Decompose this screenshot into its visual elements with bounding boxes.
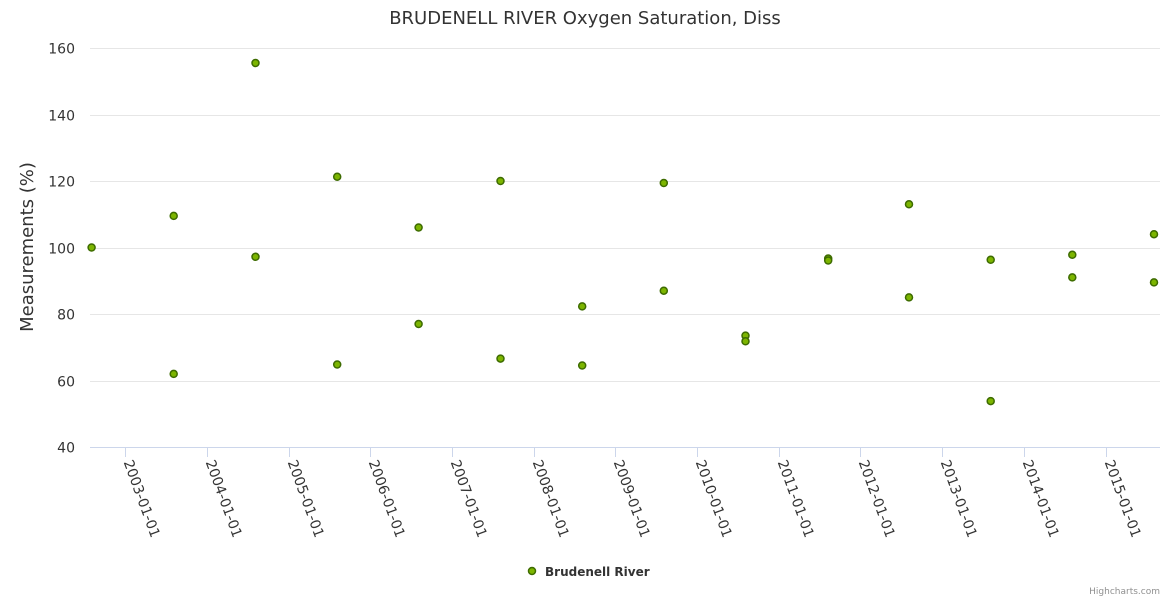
- data-point-0[interactable]: [87, 243, 96, 252]
- data-point-7[interactable]: [414, 223, 423, 232]
- data-point-23[interactable]: [1068, 250, 1077, 260]
- y-tick-label-40: 40: [57, 441, 75, 457]
- y-tick-label-160: 160: [48, 42, 75, 58]
- data-point-18[interactable]: [823, 256, 833, 265]
- data-point-19[interactable]: [904, 200, 914, 209]
- y-tick-label-100: 100: [48, 242, 75, 258]
- data-point-20[interactable]: [904, 293, 914, 302]
- data-point-24[interactable]: [1068, 273, 1077, 282]
- data-point-3[interactable]: [251, 58, 260, 68]
- data-point-22[interactable]: [986, 396, 995, 406]
- legend-label-brudenell-river[interactable]: Brudenell River: [545, 565, 650, 579]
- grid-lines: [90, 48, 1160, 382]
- data-point-14[interactable]: [659, 286, 669, 295]
- data-point-26[interactable]: [1149, 278, 1159, 287]
- chart-title: BRUDENELL RIVER Oxygen Saturation, Diss: [389, 8, 781, 29]
- y-axis-title: Measurements (%): [17, 162, 38, 332]
- y-tick-label-120: 120: [48, 175, 75, 191]
- data-point-10[interactable]: [496, 354, 505, 363]
- data-point-5[interactable]: [332, 172, 342, 181]
- credits-link[interactable]: Highcharts.com: [1089, 587, 1160, 597]
- series-points: [87, 58, 1159, 406]
- data-point-12[interactable]: [577, 361, 587, 370]
- data-point-13[interactable]: [659, 178, 669, 188]
- data-point-11[interactable]: [577, 302, 587, 311]
- data-point-8[interactable]: [414, 319, 423, 329]
- y-tick-label-80: 80: [57, 308, 75, 324]
- legend[interactable]: Brudenell River: [527, 565, 650, 579]
- data-point-6[interactable]: [332, 360, 342, 369]
- y-axis-ticks: 40 60 80 100 120 140 160: [48, 42, 75, 457]
- data-point-16[interactable]: [741, 337, 750, 346]
- data-point-1[interactable]: [169, 211, 178, 221]
- y-tick-label-140: 140: [48, 109, 75, 125]
- y-tick-label-60: 60: [57, 375, 75, 391]
- data-point-9[interactable]: [496, 176, 505, 186]
- legend-marker[interactable]: [527, 566, 537, 576]
- data-point-25[interactable]: [1149, 229, 1159, 239]
- data-point-4[interactable]: [251, 252, 260, 262]
- data-point-21[interactable]: [986, 255, 995, 265]
- data-point-2[interactable]: [169, 369, 178, 379]
